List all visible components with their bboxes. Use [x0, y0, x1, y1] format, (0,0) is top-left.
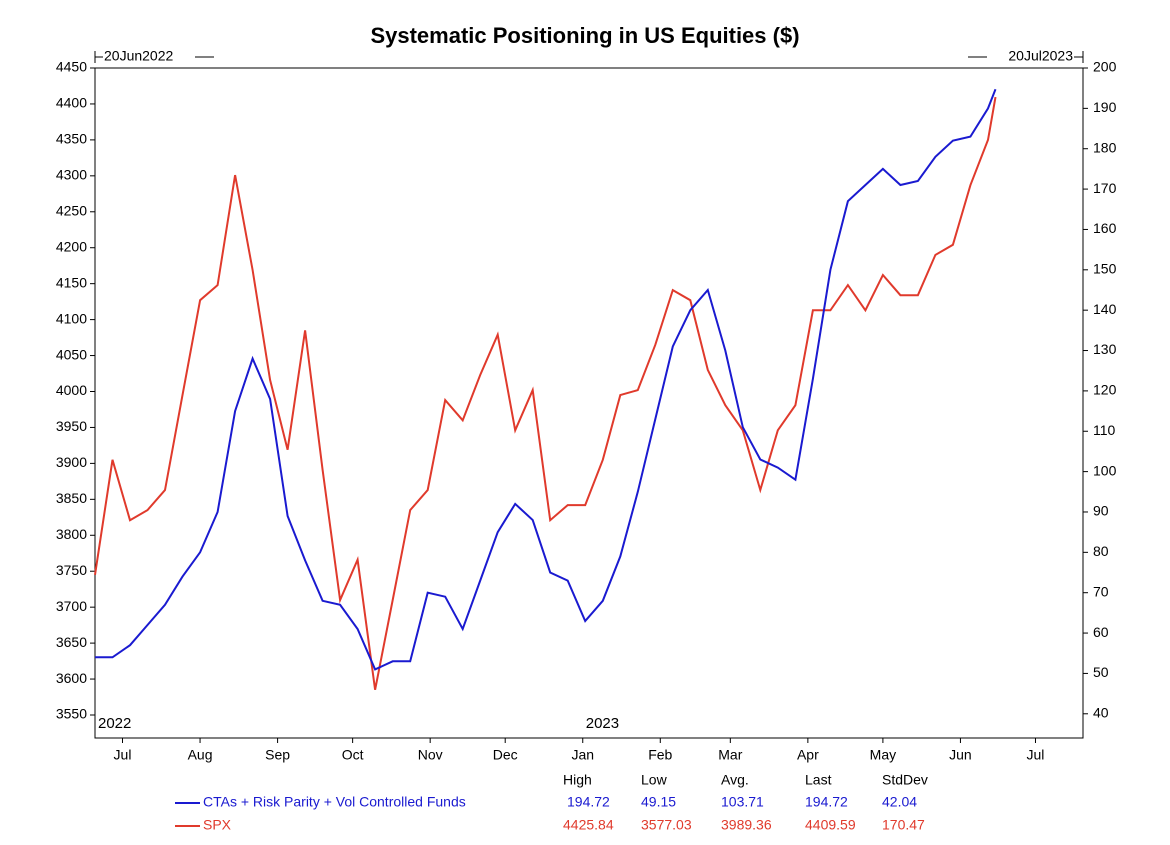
end-label: 20Jul2023 — [1008, 48, 1073, 64]
stats-value: 42.04 — [882, 794, 917, 810]
x-tick-label: Jun — [949, 747, 972, 763]
start-label: 20Jun2022 — [104, 48, 174, 64]
year-label: 2022 — [98, 715, 131, 732]
x-tick-label: Mar — [718, 747, 742, 763]
y-tick-label: 4000 — [56, 382, 87, 398]
y-tick-label: 4400 — [56, 95, 87, 111]
y2-tick-label: 190 — [1093, 99, 1117, 115]
stats-value: 3577.03 — [641, 817, 692, 833]
x-tick-label: Dec — [493, 747, 518, 763]
y2-tick-label: 140 — [1093, 301, 1117, 317]
y2-tick-label: 200 — [1093, 59, 1117, 75]
y2-tick-label: 170 — [1093, 180, 1117, 196]
x-tick-label: Feb — [648, 747, 672, 763]
y2-tick-label: 180 — [1093, 139, 1117, 155]
y2-tick-label: 130 — [1093, 341, 1117, 357]
plot-frame — [94, 67, 1084, 739]
x-tick-label: Oct — [342, 747, 364, 763]
y-tick-label: 3950 — [56, 418, 87, 434]
series-line — [95, 88, 997, 671]
stats-header: High — [563, 772, 592, 788]
y2-tick-label: 120 — [1093, 382, 1117, 398]
stats-value: 194.72 — [805, 794, 848, 810]
y-tick-label: 4450 — [56, 59, 87, 75]
legend-label: CTAs + Risk Parity + Vol Controlled Fund… — [203, 794, 466, 810]
stats-value: 49.15 — [641, 794, 676, 810]
y-tick-label: 4350 — [56, 131, 87, 147]
y-tick-label: 3850 — [56, 490, 87, 506]
x-tick-label: Aug — [188, 747, 213, 763]
y2-tick-label: 40 — [1093, 704, 1109, 720]
stats-header: Avg. — [721, 772, 749, 788]
x-tick-label: Nov — [418, 747, 443, 763]
legend-label: SPX — [203, 817, 232, 833]
y-tick-label: 3650 — [56, 634, 87, 650]
stats-value: 4425.84 — [563, 817, 614, 833]
y-tick-label: 3550 — [56, 706, 87, 722]
y-tick-label: 4150 — [56, 274, 87, 290]
stats-value: 194.72 — [567, 794, 610, 810]
y2-tick-label: 150 — [1093, 261, 1117, 277]
y2-tick-label: 100 — [1093, 462, 1117, 478]
stats-value: 4409.59 — [805, 817, 856, 833]
y2-tick-label: 50 — [1093, 664, 1109, 680]
series-line — [94, 96, 997, 690]
stats-value: 3989.36 — [721, 817, 772, 833]
stats-value: 170.47 — [882, 817, 925, 833]
stats-header: StdDev — [882, 772, 928, 788]
y2-tick-label: 110 — [1093, 422, 1116, 438]
y2-tick-label: 90 — [1093, 503, 1109, 519]
y-tick-label: 3900 — [56, 454, 87, 470]
stats-header: Last — [805, 772, 832, 788]
y-tick-label: 4200 — [56, 238, 87, 254]
chart-title: Systematic Positioning in US Equities ($… — [370, 23, 799, 48]
year-label: 2023 — [586, 715, 619, 732]
x-tick-label: Jul — [114, 747, 132, 763]
y-tick-label: 4100 — [56, 310, 87, 326]
y2-tick-label: 60 — [1093, 624, 1109, 640]
x-tick-label: May — [870, 747, 896, 763]
x-tick-label: Sep — [265, 747, 290, 763]
y-tick-label: 3800 — [56, 526, 87, 542]
y2-tick-label: 80 — [1093, 543, 1109, 559]
x-tick-label: Apr — [797, 747, 819, 763]
stats-header: Low — [641, 772, 668, 788]
y-tick-label: 3600 — [56, 670, 87, 686]
y2-tick-label: 70 — [1093, 583, 1109, 599]
y-tick-label: 4300 — [56, 167, 87, 183]
x-tick-label: Jan — [571, 747, 594, 763]
y2-tick-label: 160 — [1093, 220, 1117, 236]
y-tick-label: 3700 — [56, 598, 87, 614]
y-tick-label: 3750 — [56, 562, 87, 578]
y-tick-label: 4250 — [56, 202, 87, 218]
y-tick-label: 4050 — [56, 346, 87, 362]
stats-value: 103.71 — [721, 794, 764, 810]
x-tick-label: Jul — [1027, 747, 1045, 763]
